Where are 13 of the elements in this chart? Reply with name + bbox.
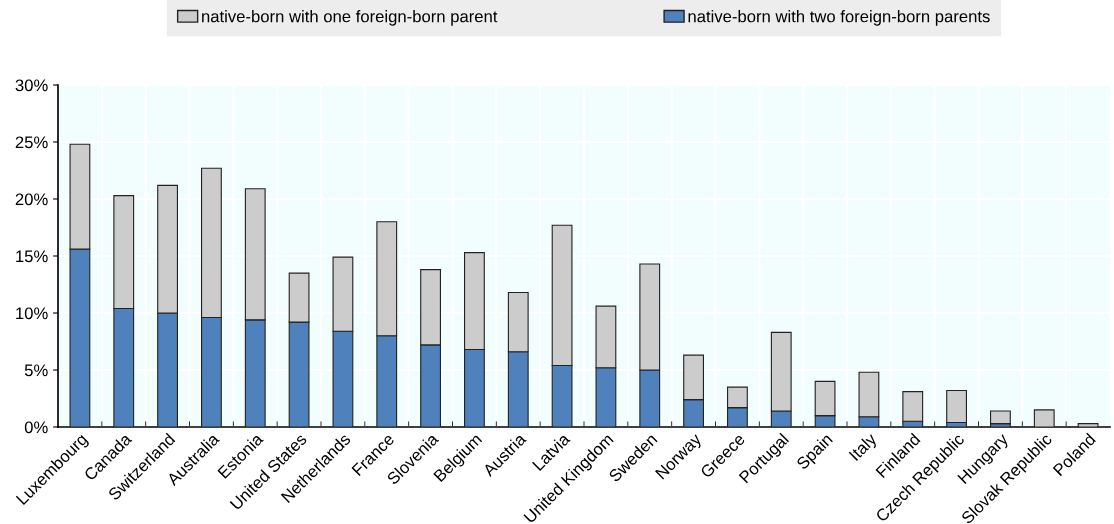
y-tick-label: 15% [16, 250, 48, 263]
bar [989, 410, 1011, 425]
y-tick-label: 5% [24, 364, 48, 377]
y-tick-label: 0% [24, 421, 48, 434]
y-tick-label: 30% [15, 79, 48, 92]
bar [946, 389, 968, 423]
bar [1033, 409, 1055, 427]
y-tick-label: 20% [15, 193, 48, 206]
y-tick-label: 10% [16, 307, 48, 320]
legend-label: native-born with two foreign-born parents [688, 10, 990, 26]
legend-label: native-born with one foreign-born parent [202, 10, 498, 26]
x-tick-label: Italy [848, 431, 880, 464]
y-tick-label: 25% [15, 136, 48, 149]
